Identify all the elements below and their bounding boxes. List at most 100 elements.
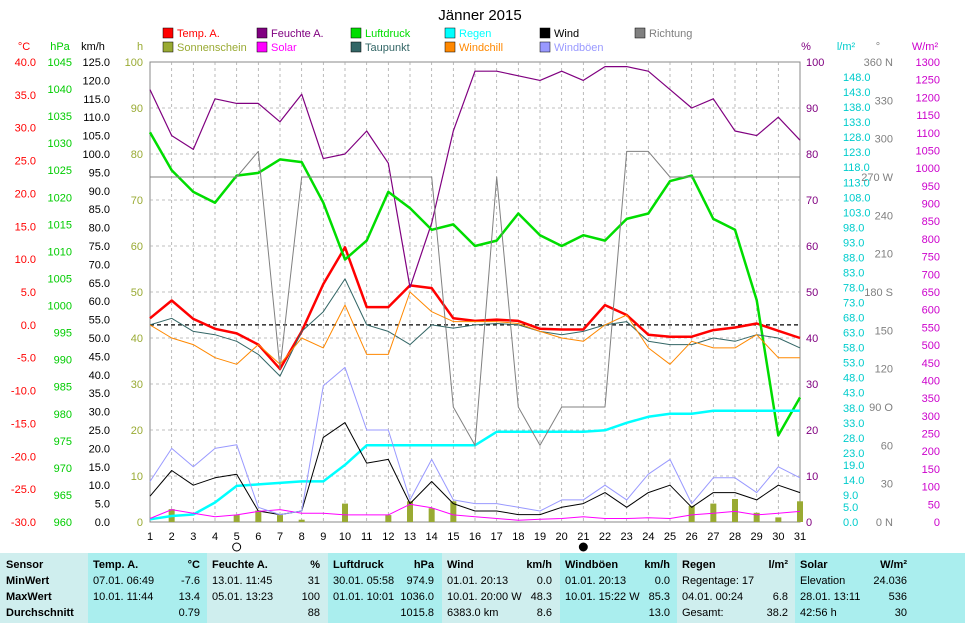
rain-tick: 143.0 (843, 87, 871, 99)
pressure-tick: 1010 (48, 246, 72, 258)
solar-tick: 800 (922, 234, 940, 246)
series-line (149, 278, 801, 377)
stats-cell: 48.3 (530, 591, 552, 603)
pressure-tick: 965 (54, 490, 72, 502)
direction-tick: 180 S (864, 287, 893, 299)
wind-tick: 85.0 (89, 204, 110, 216)
statistics-table: Sensor Temp. A. °C Feuchte A.% Luftdruck hPa W… (0, 553, 965, 623)
unit-label: % (801, 41, 811, 53)
rain-tick: 38.0 (843, 403, 864, 415)
pressure-tick: 995 (54, 328, 72, 340)
wind-tick: 50.0 (89, 333, 110, 345)
rain-tick: 19.0 (843, 460, 864, 472)
direction-tick: 30 (881, 479, 893, 491)
sun-tick: 90 (131, 103, 143, 115)
solar-tick: 750 (922, 252, 940, 264)
legend: Temp. A. Feuchte A. Luftdruck Regen Wind Rich… (162, 27, 692, 54)
sunshine-bar (688, 505, 695, 522)
solar-tick: 1000 (916, 163, 940, 175)
solar-tick: 650 (922, 287, 940, 299)
direction-tick: 360 N (864, 57, 893, 69)
unit-label: W/m² (912, 41, 939, 53)
solar-tick: 900 (922, 199, 940, 211)
stats-header: Solar (800, 559, 828, 571)
rain-tick: 128.0 (843, 132, 871, 144)
pressure-tick: 970 (54, 463, 72, 475)
wind-tick: 110.0 (83, 112, 110, 124)
rain-tick: 73.0 (843, 298, 864, 310)
stats-cell: 07.01. 06:49 (93, 575, 155, 587)
rain-tick: 83.0 (843, 267, 864, 279)
x-tick: 11 (361, 531, 372, 543)
sunshine-bar (277, 515, 283, 522)
unit-label: hPa (50, 41, 70, 53)
pressure-tick: 960 (54, 517, 72, 529)
sun-tick: 10 (131, 471, 143, 483)
stats-column-shade (560, 553, 677, 623)
rain-tick: 63.0 (843, 328, 864, 340)
rain-tick: 5.0 (843, 502, 858, 514)
stats-cell: 38.2 (766, 607, 788, 619)
stats-cell: 30 (894, 607, 907, 619)
grid (149, 61, 801, 523)
solar-tick: 100 (922, 482, 940, 494)
legend-label: Taupunkt (365, 42, 410, 54)
sun-tick: 60 (131, 241, 143, 253)
rain-tick: 68.0 (843, 313, 864, 325)
x-tick: 22 (599, 531, 611, 543)
x-tick: 7 (277, 531, 283, 543)
solar-tick: 1200 (916, 92, 940, 104)
stats-header: km/h (644, 559, 670, 571)
stats-header: W/m² (880, 559, 907, 571)
pressure-tick: 985 (54, 382, 72, 394)
x-tick: 24 (642, 531, 654, 543)
unit-label: °C (18, 41, 30, 53)
direction-tick: 60 (881, 440, 893, 452)
series-line (149, 503, 801, 521)
humidity-tick: 20 (806, 425, 818, 437)
direction-tick: 270 W (861, 172, 893, 184)
stats-cell: 01.01. 20:13 (447, 575, 509, 587)
wind-tick: 30.0 (89, 407, 110, 419)
rain-tick: 148.0 (843, 72, 871, 84)
direction-tick: 240 (875, 210, 893, 222)
temp-tick: 25.0 (15, 156, 36, 168)
rain-tick: 88.0 (843, 252, 864, 264)
stats-header: Luftdruck (333, 559, 384, 571)
stats-cell: 05.01. 13:23 (212, 591, 274, 603)
legend-label: Wind (554, 28, 579, 40)
solar-tick: 500 (922, 340, 940, 352)
solar-tick: 350 (922, 393, 940, 405)
solar-tick: 850 (922, 216, 940, 228)
x-tick: 5 (234, 531, 240, 543)
stats-row-label: MinWert (6, 575, 50, 587)
unit-labels: °C hPa km/h h% l/m² ° W/m² (18, 41, 939, 53)
x-tick: 20 (556, 531, 568, 543)
rain-tick: 93.0 (843, 237, 864, 249)
temp-tick: 5.0 (21, 287, 36, 299)
stats-header: Wind (447, 559, 474, 571)
stats-cell: 10.01. 11:44 (93, 591, 154, 603)
temp-tick: 20.0 (15, 188, 36, 200)
stats-cell: 28.01. 13:11 (800, 591, 861, 603)
stats-header: Windböen (565, 559, 619, 571)
solar-tick: 1100 (916, 128, 940, 140)
temp-tick: -25.0 (11, 484, 36, 496)
legend-swatch (256, 41, 268, 53)
temp-tick: 30.0 (15, 123, 36, 135)
solar-tick: 1300 (916, 57, 940, 69)
legend-label: Temp. A. (177, 28, 220, 40)
temp-tick: 15.0 (15, 221, 36, 233)
temp-tick: 10.0 (15, 254, 36, 266)
rain-tick: 98.0 (843, 222, 864, 234)
x-tick: 30 (772, 531, 784, 543)
x-tick: 15 (447, 531, 459, 543)
pressure-tick: 1030 (48, 138, 72, 150)
x-tick: 16 (469, 531, 481, 543)
wind-tick: 95.0 (89, 167, 110, 179)
stats-cell: 04.01. 00:24 (682, 591, 744, 603)
series-lines (148, 65, 802, 521)
x-tick: 13 (404, 531, 416, 543)
x-tick: 19 (534, 531, 546, 543)
stats-cell: 88 (307, 607, 320, 619)
